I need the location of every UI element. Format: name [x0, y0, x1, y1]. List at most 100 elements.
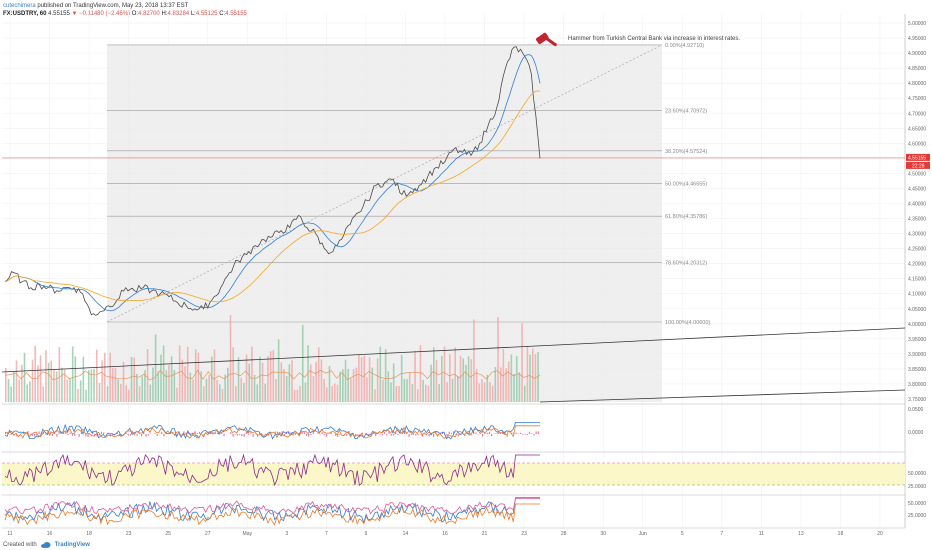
macd-histogram-bar: [196, 433, 198, 434]
volume-bar: [149, 384, 152, 402]
macd-histogram-bar: [127, 434, 129, 436]
macd-histogram-bar: [36, 434, 38, 436]
volume-bar: [235, 386, 237, 402]
volume-bar: [77, 388, 79, 402]
volume-bar: [93, 368, 95, 402]
volume-bar: [465, 364, 467, 402]
macd-histogram-bar: [317, 433, 319, 434]
volume-bar: [125, 385, 127, 402]
volume-bar: [157, 371, 160, 402]
author-link[interactable]: cutechimera: [3, 3, 36, 9]
volume-bar: [15, 360, 18, 402]
macd-histogram-bar: [194, 431, 196, 434]
time-axis-label: 7: [325, 531, 328, 537]
indicator-axis-label: 0.0000: [908, 430, 924, 436]
time-axis[interactable]: 11 16 18 23 25 27 May 3 7 9 14 16 21 23 28 30 Jun 5 7 11 13 1…: [7, 531, 883, 537]
macd-histogram-bar: [428, 434, 430, 437]
macd-histogram-bar: [190, 434, 192, 437]
volume-bar: [112, 367, 114, 402]
macd-histogram-bar: [515, 432, 517, 434]
volume-bar: [66, 379, 69, 402]
volume-bar: [106, 386, 109, 402]
macd-histogram-bar: [473, 431, 475, 434]
volume-bar: [245, 354, 248, 402]
fibonacci-level-label: 50.00%(4.46655): [665, 181, 707, 187]
low-value: 4.55125: [195, 11, 218, 17]
volume-bar: [109, 352, 111, 402]
volume-bar: [219, 384, 221, 402]
volume-bar: [331, 385, 333, 402]
macd-histogram-bar: [408, 434, 410, 437]
volume-bar: [379, 346, 382, 402]
volume-bar: [103, 352, 106, 402]
macd-histogram-bar: [479, 432, 482, 434]
fibonacci-level-label: 61.80%(4.35786): [665, 214, 707, 220]
price-axis-label: 3.85000: [908, 367, 926, 373]
volume-bar: [213, 349, 216, 402]
volume-bar: [334, 383, 336, 402]
fibonacci-background: [107, 44, 662, 402]
volume-bar: [430, 364, 432, 402]
volume-bar: [360, 357, 363, 402]
volume-bar: [122, 361, 125, 402]
macd-histogram-bar: [312, 431, 314, 434]
volume-bar: [50, 360, 53, 402]
price-axis-label: 3.95000: [908, 337, 926, 343]
indicator-axis-label: 50.0000: [908, 471, 926, 477]
volume-bar: [221, 388, 224, 402]
macd-histogram-bar: [49, 431, 51, 434]
volume-bar: [526, 345, 529, 402]
price-change: ▼ −0.11480 (−2.46%): [71, 11, 131, 17]
volume-bar: [529, 354, 531, 402]
macd-histogram-bar: [486, 432, 488, 434]
volume-bar: [513, 374, 515, 402]
macd-histogram-bar: [490, 434, 493, 437]
macd-histogram-bar: [74, 434, 76, 436]
annotation-group[interactable]: Hammer from Turkish Central Bank via inc…: [535, 32, 740, 47]
volume-bar: [272, 350, 275, 402]
macd-line: [4, 422, 540, 440]
fibonacci-retracement[interactable]: 0.00%(4.92710) 23.60%(4.70972) 38.20%(4.57…: [106, 43, 710, 402]
macd-histogram-bar: [337, 434, 339, 437]
macd-histogram-bar: [404, 431, 406, 434]
time-axis-label: 16: [47, 531, 53, 537]
volume-bar: [208, 375, 210, 402]
macd-histogram-bar: [294, 434, 296, 435]
macd-histogram-bar: [236, 434, 239, 436]
publish-info: published on TradingView.com, May 23, 20…: [37, 3, 189, 9]
macd-histogram-bar: [531, 433, 533, 434]
macd-histogram-bar: [60, 432, 62, 434]
macd-histogram-bar: [20, 433, 22, 434]
macd-histogram-bar: [399, 431, 401, 434]
volume-bar: [200, 371, 202, 402]
macd-histogram-bar: [250, 432, 252, 434]
volume-bar: [293, 389, 296, 402]
volume-bar: [481, 379, 483, 402]
volume-bar: [95, 349, 98, 402]
macd-histogram-bar: [354, 434, 357, 436]
macd-histogram-bar: [326, 434, 328, 437]
tradingview-brand[interactable]: TradingView: [54, 542, 90, 548]
volume-bar: [312, 376, 315, 402]
volume-bar: [336, 384, 339, 402]
volume-bar: [275, 379, 277, 402]
macd-histogram-bar: [415, 434, 417, 436]
volume-bar: [189, 372, 192, 402]
macd-histogram-bar: [406, 432, 408, 434]
macd-histogram-bar: [475, 432, 477, 434]
volume-bar: [7, 379, 10, 402]
trend-lines[interactable]: [1, 157, 906, 403]
volume-bar: [251, 346, 253, 402]
trend-line-upper: [1, 327, 906, 373]
time-axis-label: 9: [365, 531, 368, 537]
macd-histogram-bar: [132, 431, 134, 434]
macd-histogram-bar: [321, 432, 323, 434]
volume-bar: [173, 370, 176, 402]
volume-bar: [69, 377, 71, 402]
price-axis-label: 4.70000: [908, 111, 926, 117]
price-axis[interactable]: 5.00000 4.95000 4.90000 4.85000 4.80000 4.750…: [906, 21, 930, 519]
symbol-label[interactable]: FX:USDTRY, 60: [3, 11, 47, 17]
tradingview-cloud-icon: [40, 542, 51, 548]
macd-histogram-bar: [161, 431, 163, 434]
